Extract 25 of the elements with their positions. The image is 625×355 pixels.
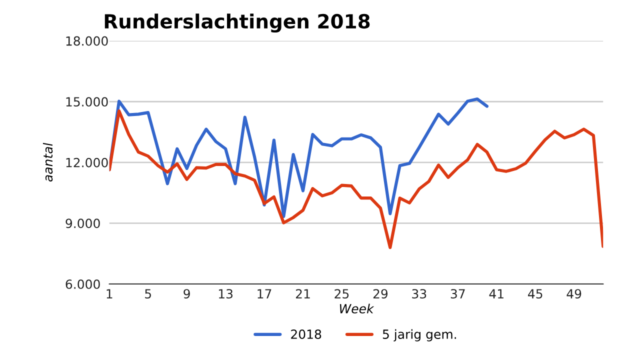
- legend-label: 2018: [291, 330, 322, 339]
- x-tick-label: 29: [373, 289, 388, 299]
- y-tick-label: 9.000: [66, 218, 100, 228]
- x-tick-label: 33: [412, 289, 426, 299]
- x-tick-label: 5: [145, 289, 151, 299]
- chart-title: Runderslachtingen 2018: [104, 14, 370, 33]
- line-series: [109, 109, 604, 250]
- y-axis-title: aantal: [42, 142, 53, 182]
- x-tick-label: 37: [450, 289, 465, 299]
- x-tick-label: 9: [184, 289, 190, 299]
- x-tick-label: 17: [258, 289, 272, 298]
- x-tick-label: 13: [218, 289, 232, 299]
- y-tick-label: 18.000: [66, 36, 108, 46]
- line-series: [109, 97, 488, 218]
- x-tick-label: 1: [106, 289, 112, 298]
- x-tick-label: 21: [296, 289, 310, 298]
- legend-label: 5 jarig gem.: [382, 329, 456, 342]
- x-tick-label: 41: [489, 289, 504, 298]
- y-tick-label: 12.000: [66, 158, 108, 168]
- x-tick-label: 45: [528, 289, 542, 299]
- y-tick-label: 15.000: [66, 97, 108, 107]
- x-axis-title: Week: [340, 304, 374, 314]
- x-tick-label: 25: [334, 289, 349, 299]
- x-tick-label: 49: [566, 289, 582, 299]
- y-tick-label: 6.000: [66, 279, 100, 289]
